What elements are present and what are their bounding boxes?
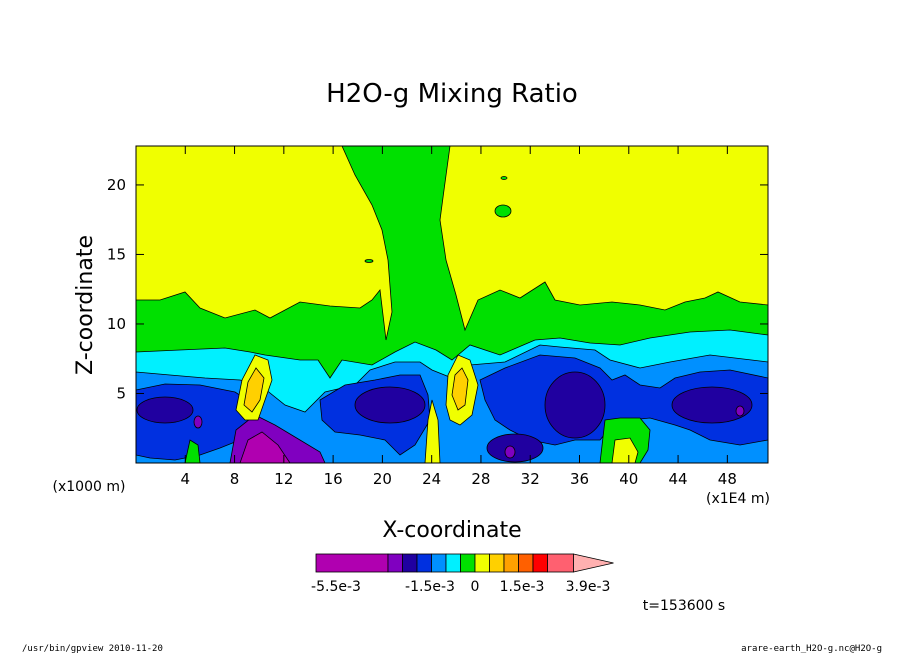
colorbar-swatch	[503, 553, 519, 573]
x-tick-label: 20	[373, 470, 392, 488]
colorbar-swatch	[416, 553, 432, 573]
colorbar-swatch	[518, 553, 534, 573]
colorbar-swatch	[387, 553, 403, 573]
x-tick-label: 8	[230, 470, 240, 488]
footer-right: arare-earth_H2O-g.nc@H2O-g	[741, 644, 882, 654]
x-tick-label: 12	[274, 470, 293, 488]
colorbar-label: 1.5e-3	[500, 579, 545, 595]
plot-frame	[135, 145, 769, 464]
y-axis: 5 10 15 20	[107, 176, 768, 402]
colorbar-swatch	[474, 553, 490, 573]
x-unit-right: (x1E4 m)	[706, 491, 770, 507]
y-tick-label: 5	[116, 384, 126, 402]
colorbar-swatch	[402, 553, 418, 573]
chart-title: H2O-g Mixing Ratio	[326, 79, 578, 109]
colorbar-swatch	[489, 553, 505, 573]
x-tick-label: 36	[570, 470, 589, 488]
x-tick-label: 24	[422, 470, 441, 488]
x-tick-label: 48	[718, 470, 737, 488]
y-tick-label: 10	[107, 315, 126, 333]
colorbar-label: 3.9e-3	[566, 579, 611, 595]
colorbar: -5.5e-3 -1.5e-3 0 1.5e-3 3.9e-3	[311, 553, 614, 595]
x-tick-label: 44	[669, 470, 688, 488]
x-tick-label: 40	[619, 470, 638, 488]
x-axis-label: X-coordinate	[382, 518, 521, 543]
colorbar-swatch	[315, 553, 389, 573]
colorbar-label: -1.5e-3	[405, 579, 455, 595]
colorbar-swatch	[460, 553, 476, 573]
colorbar-arrow	[573, 553, 614, 573]
colorbar-swatch	[445, 553, 461, 573]
colorbar-swatch	[431, 553, 447, 573]
colorbar-swatch	[532, 553, 548, 573]
contour-field	[136, 146, 768, 463]
x-tick-label: 32	[521, 470, 540, 488]
y-tick-label: 15	[107, 245, 126, 263]
footer-left: /usr/bin/gpview 2010-11-20	[22, 644, 163, 654]
y-axis-label: Z-coordinate	[73, 235, 98, 375]
colorbar-swatch	[547, 553, 574, 573]
x-tick-label: 28	[471, 470, 490, 488]
x-tick-label: 16	[324, 470, 343, 488]
x-tick-label: 4	[181, 470, 191, 488]
time-label: t=153600 s	[643, 598, 725, 614]
x-axis: 4 8 12 16 20 24 28 32 36 40 44 48	[181, 146, 737, 488]
x-unit-left: (x1000 m)	[53, 479, 126, 495]
colorbar-label: -5.5e-3	[311, 579, 361, 595]
colorbar-label: 0	[471, 579, 480, 595]
y-tick-label: 20	[107, 176, 126, 194]
